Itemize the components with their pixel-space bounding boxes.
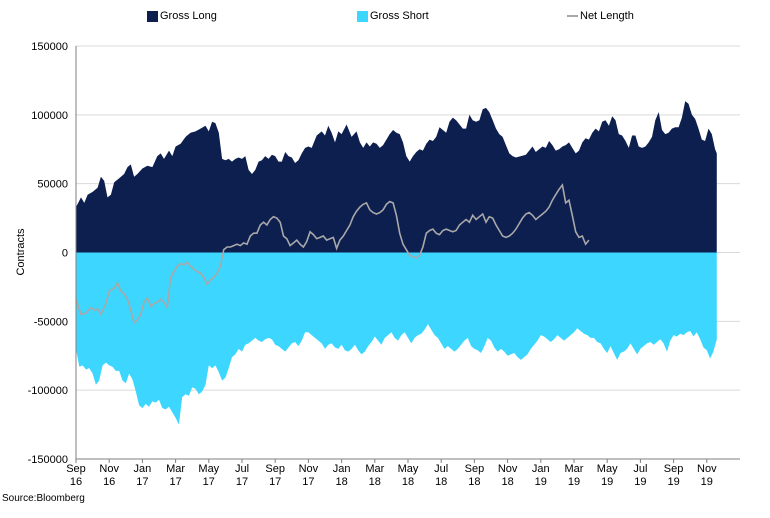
legend: Gross Long Gross Short Net Length [0, 10, 770, 28]
x-tick-label: Mar 18 [365, 463, 384, 488]
x-tick-label: Jul 17 [235, 463, 249, 488]
x-tick-label: Nov 18 [498, 463, 518, 488]
y-tick-label: 50000 [37, 179, 68, 191]
x-tick-label: May 17 [198, 463, 219, 488]
y-tick-label: 0 [62, 248, 68, 260]
y-tick-label: 100000 [31, 110, 68, 122]
plot-series [75, 101, 717, 425]
legend-swatch-net-length [567, 15, 578, 17]
legend-item-gross-long: Gross Long [147, 10, 217, 22]
x-tick-label: Nov 19 [697, 463, 717, 488]
area-series-gross-short [76, 252, 717, 425]
source-note: Source:Bloomberg [2, 493, 85, 504]
x-tick-label: Mar 17 [166, 463, 185, 488]
x-tick-label: Jan 18 [333, 463, 351, 488]
y-tick-label: 150000 [31, 41, 68, 53]
x-tick-label: Jan 19 [532, 463, 550, 488]
legend-label-gross-short: Gross Short [370, 10, 429, 22]
x-tick-label: Nov 16 [99, 463, 119, 488]
y-tick-label: -50000 [34, 316, 68, 328]
x-tick-label: May 18 [398, 463, 419, 488]
line-series-net-length [75, 183, 590, 325]
axes: 150000100000500000-50000-100000-150000Se… [28, 41, 740, 488]
x-tick-label: Mar 19 [565, 463, 584, 488]
x-tick-label: Sep 17 [265, 463, 285, 488]
area-series-gross-long [76, 101, 717, 253]
y-tick-label: -100000 [28, 385, 68, 397]
x-tick-label: Jan 17 [134, 463, 152, 488]
legend-swatch-gross-short [357, 10, 368, 22]
y-axis-label: Contracts [15, 228, 27, 276]
legend-swatch-gross-long [147, 10, 158, 22]
legend-label-net-length: Net Length [580, 10, 634, 22]
x-tick-label: Jul 19 [633, 463, 647, 488]
legend-item-gross-short: Gross Short [357, 10, 429, 22]
legend-label-gross-long: Gross Long [160, 10, 217, 22]
x-tick-label: Nov 17 [299, 463, 319, 488]
x-tick-label: May 19 [597, 463, 618, 488]
x-tick-label: Sep 19 [664, 463, 684, 488]
x-tick-label: Sep 18 [465, 463, 485, 488]
legend-item-net-length: Net Length [567, 10, 634, 22]
x-tick-label: Sep 16 [66, 463, 86, 488]
y-tick-label: -150000 [28, 454, 68, 466]
x-tick-label: Jul 18 [434, 463, 448, 488]
